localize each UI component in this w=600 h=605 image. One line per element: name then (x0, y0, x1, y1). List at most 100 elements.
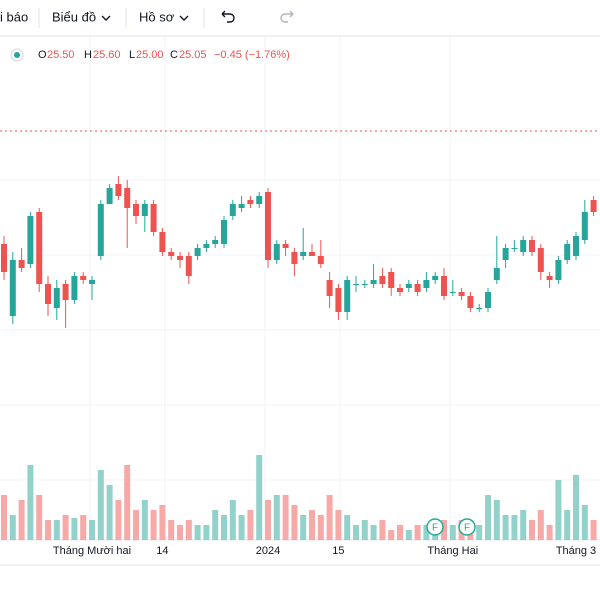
candle-body (150, 204, 157, 232)
candle-body (273, 244, 280, 260)
candle-body (194, 248, 201, 256)
candle-body (1, 244, 7, 272)
volume-bar (238, 515, 245, 540)
volume-bar (581, 505, 588, 540)
candle-body (300, 252, 307, 256)
volume-bar (449, 525, 456, 540)
volume-bar (300, 515, 307, 540)
volume-bar (370, 525, 377, 540)
volume-bar (18, 500, 25, 540)
volume-bar (265, 500, 271, 540)
legend-value: 25.60 (93, 49, 121, 61)
x-tick-label: 2024 (256, 545, 280, 557)
candle-body (414, 284, 421, 292)
x-tick-label: Tháng Mười hai (53, 545, 131, 557)
volume-bar (9, 515, 16, 540)
event-marker (458, 518, 476, 536)
candle-body (80, 276, 87, 280)
candle-body (467, 296, 474, 308)
candle-body (423, 280, 430, 288)
volume-bar (546, 525, 553, 540)
event-marker (426, 518, 444, 536)
candle-body (282, 244, 289, 248)
candle-body (221, 220, 227, 244)
candle-body (62, 284, 69, 300)
candle-body (573, 236, 579, 256)
volume-bar (80, 515, 87, 540)
volume-bar (361, 520, 368, 540)
legend-label: C (170, 49, 178, 61)
x-tick-label: Tháng 3 (556, 545, 596, 557)
volume-bar (27, 465, 34, 540)
volume-bar (564, 510, 571, 540)
volume-bar (221, 515, 227, 540)
event-marker-label: F (464, 523, 470, 534)
candle-body (159, 232, 166, 252)
volume-bar (89, 520, 95, 540)
candle-body (212, 240, 219, 244)
candle-body (511, 248, 518, 249)
volume-bar (485, 495, 491, 540)
volume-bar (203, 525, 210, 540)
candle-body (397, 288, 403, 292)
candle-body (71, 276, 78, 300)
legend-value: 25.00 (136, 49, 164, 61)
volume-bar (247, 510, 254, 540)
candle-body (133, 204, 139, 216)
redo-button[interactable] (280, 10, 294, 23)
chevron (101, 15, 111, 21)
legend-label: O (38, 49, 47, 61)
legend-label: L (129, 49, 135, 61)
x-tick-label: 15 (332, 545, 344, 557)
volume-bar (71, 518, 78, 540)
candle-body (361, 284, 368, 285)
volume-bar (177, 525, 183, 540)
candle-body (353, 284, 359, 285)
volume-bar (115, 500, 122, 540)
candle-body (590, 200, 597, 212)
legend: O 25.50 H 25.60 L 25.00 C 25.05 −0.45 (−… (10, 48, 290, 62)
volume-bar (256, 455, 263, 540)
volume-bar (229, 500, 236, 540)
volume-bar (353, 525, 359, 540)
candle-body (203, 244, 210, 248)
legend-value: 25.50 (47, 49, 75, 61)
candle-body (106, 188, 113, 204)
volume-bar (273, 495, 280, 540)
candle-body (449, 292, 456, 293)
volume-bar (53, 520, 60, 540)
volume-bar (97, 470, 104, 540)
candle-body (97, 204, 104, 256)
candle-body (27, 216, 34, 264)
toolbar: i báo Biểu đồ Hồ sơ (0, 8, 600, 37)
candle-body (520, 240, 527, 252)
indicators-button[interactable]: i báo (0, 9, 28, 24)
chart-button[interactable]: Biểu đồ (52, 9, 96, 24)
volume-bar (62, 515, 69, 540)
candle-body (581, 212, 588, 240)
candle-body (247, 200, 254, 204)
candle-body (344, 280, 351, 312)
candle-body (45, 284, 51, 304)
candle-body (89, 280, 95, 284)
volume-bar (133, 510, 139, 540)
candle-body (265, 192, 271, 260)
volume-bar (36, 495, 43, 540)
candle-body (229, 204, 236, 216)
candle-body (441, 276, 447, 296)
profile-button[interactable]: Hồ sơ (139, 9, 175, 24)
volume-bar (441, 520, 447, 540)
undo-button[interactable] (221, 10, 235, 23)
volume-bar (309, 510, 315, 540)
volume-bar (423, 525, 430, 540)
candle-body (379, 276, 386, 284)
volume-bar (1, 495, 7, 540)
volume-bar (124, 465, 131, 540)
candle-body (529, 240, 535, 252)
candle-body (141, 204, 148, 216)
volume-bar (590, 520, 597, 540)
volume-bar (405, 530, 412, 540)
candle-body (502, 248, 509, 260)
candle-body (256, 196, 263, 204)
x-tick-label: Tháng Hai (427, 545, 478, 557)
